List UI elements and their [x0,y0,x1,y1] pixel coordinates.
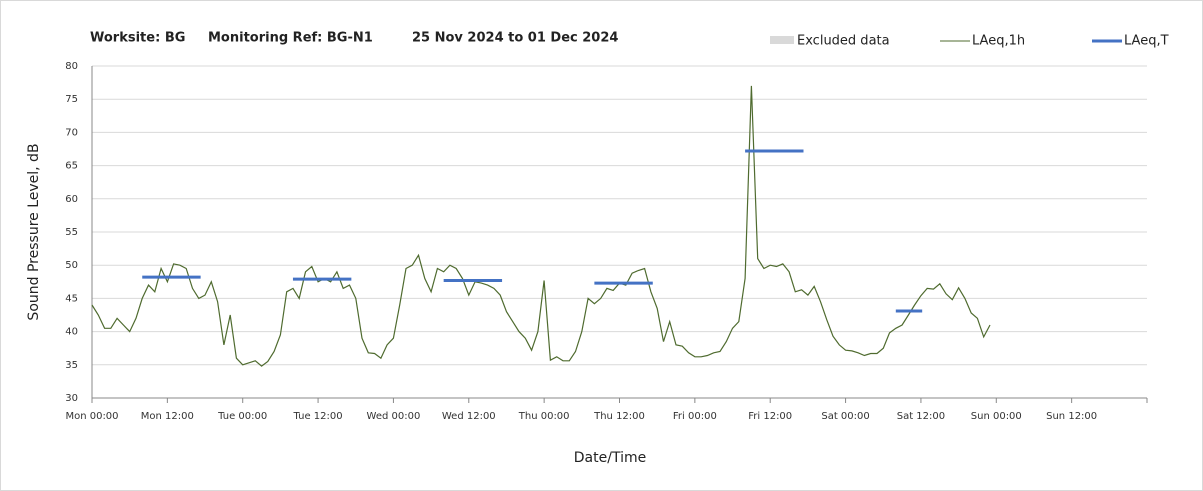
x-tick-label: Sat 12:00 [897,411,945,422]
x-tick-label: Tue 12:00 [293,411,343,422]
x-tick-label: Mon 00:00 [65,411,118,422]
y-tick-label: 75 [65,94,78,105]
legend-label: LAeq,1h [972,34,1025,49]
x-tick-label: Sun 00:00 [971,411,1022,422]
y-tick-label: 50 [65,260,78,271]
legend-label: Excluded data [797,34,890,49]
y-axis-label: Sound Pressure Level, dB [26,143,42,320]
title-ref: Monitoring Ref: BG-N1 [208,31,373,46]
y-tick-label: 40 [65,327,78,338]
y-tick-label: 55 [65,227,78,238]
x-tick-label: Thu 12:00 [593,411,645,422]
x-axis-label: Date/Time [574,450,646,466]
line-series [91,85,991,367]
x-tick-label: Sat 00:00 [821,411,869,422]
x-tick-label: Sun 12:00 [1046,411,1097,422]
title-dates: 25 Nov 2024 to 01 Dec 2024 [412,31,618,46]
x-tick-label: Wed 12:00 [442,411,496,422]
y-tick-label: 70 [65,127,78,138]
legend-swatch [770,36,794,44]
y-tick-label: 35 [65,360,78,371]
x-tick-label: Thu 00:00 [518,411,570,422]
x-tick-label: Tue 00:00 [217,411,267,422]
y-tick-label: 60 [65,194,78,205]
y-tick-label: 80 [65,61,78,72]
y-tick-label: 65 [65,161,78,172]
y-tick-label: 45 [65,293,78,304]
y-tick-label: 30 [65,393,78,404]
x-tick-label: Fri 12:00 [748,411,792,422]
x-tick-label: Fri 00:00 [673,411,717,422]
title-worksite: Worksite: BG [90,31,185,46]
x-tick-label: Wed 00:00 [367,411,421,422]
legend-label: LAeq,T [1124,34,1169,49]
x-tick-label: Mon 12:00 [141,411,194,422]
